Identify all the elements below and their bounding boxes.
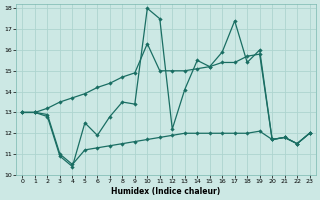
X-axis label: Humidex (Indice chaleur): Humidex (Indice chaleur) — [111, 187, 221, 196]
